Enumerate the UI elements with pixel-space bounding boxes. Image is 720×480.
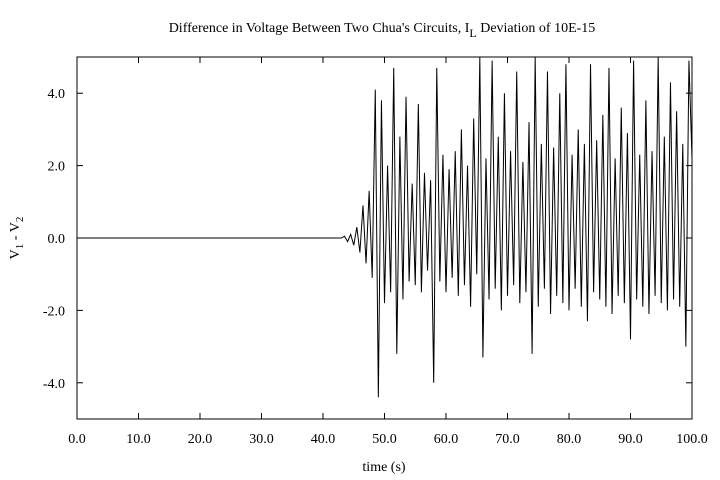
y-tick-label: -4.0 — [43, 377, 65, 392]
x-tick-label: 10.0 — [126, 432, 151, 447]
title-text: Difference in Voltage Between Two Chua's… — [169, 21, 470, 36]
x-tick-label: 20.0 — [188, 432, 213, 447]
y-label-sub: 2 — [14, 217, 26, 223]
x-tick-label: 50.0 — [372, 432, 397, 447]
title-subscript: L — [469, 26, 476, 40]
x-axis-label: time (s) — [362, 460, 405, 475]
chart-title: Difference in Voltage Between Two Chua's… — [169, 21, 596, 40]
y-label-part: V — [8, 249, 23, 259]
x-tick-label: 60.0 — [434, 432, 459, 447]
x-tick-label: 90.0 — [618, 432, 643, 447]
y-label-sub: 1 — [14, 244, 26, 250]
x-tick-label: 80.0 — [557, 432, 582, 447]
y-tick-label: 4.0 — [48, 87, 66, 102]
x-tick-label: 40.0 — [311, 432, 336, 447]
x-tick-label: 70.0 — [495, 432, 520, 447]
y-tick-label: -2.0 — [43, 304, 65, 319]
x-tick-label: 100.0 — [676, 432, 708, 447]
data-line — [77, 57, 692, 398]
y-axis-label: V1 - V2 — [8, 217, 26, 260]
y-tick-label: 0.0 — [48, 232, 66, 247]
title-suffix: Deviation of 10E-15 — [477, 21, 596, 36]
y-tick-label: 2.0 — [48, 160, 66, 175]
x-tick-label: 0.0 — [68, 432, 86, 447]
x-tick-label: 30.0 — [249, 432, 274, 447]
y-label-part: - V — [8, 222, 23, 244]
